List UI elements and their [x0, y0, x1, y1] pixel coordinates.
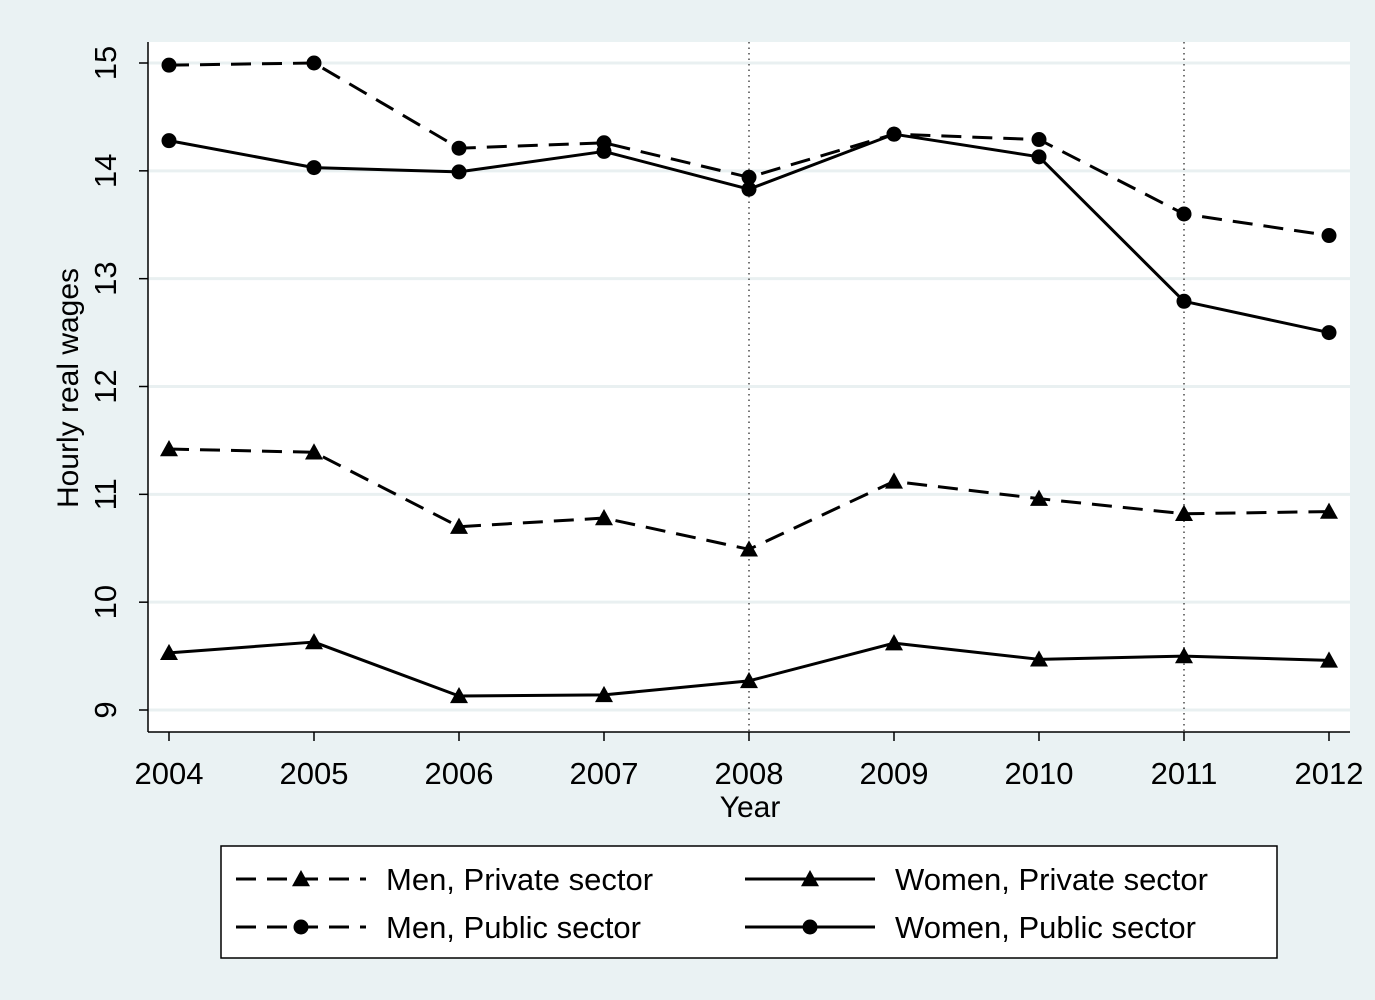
legend: Men, Private sector Women, Private sector… — [220, 845, 1278, 959]
data-point — [885, 472, 903, 489]
data-point — [160, 643, 178, 661]
data-point — [740, 671, 758, 689]
data-point — [1031, 132, 1047, 148]
data-point — [161, 57, 177, 73]
data-point — [1176, 206, 1192, 222]
data-point — [595, 509, 613, 526]
series-0 — [160, 440, 1338, 557]
data-point — [741, 181, 757, 197]
legend-item: Women, Private sector — [745, 862, 1208, 897]
data-point — [1030, 650, 1048, 667]
legend-label: Women, Private sector — [895, 862, 1208, 897]
y-tick-label: 14 — [88, 154, 123, 188]
y-tick-label: 11 — [88, 478, 123, 510]
data-point — [1321, 228, 1337, 244]
y-tick-label: 12 — [88, 369, 123, 403]
data-point — [886, 126, 902, 142]
x-tick-label: 2010 — [1005, 756, 1074, 791]
data-point — [305, 443, 323, 460]
data-point — [306, 55, 322, 71]
data-point — [161, 133, 177, 149]
x-tick-label: 2005 — [280, 756, 349, 791]
data-point — [740, 540, 758, 557]
data-point — [596, 143, 612, 159]
legend-item: Men, Public sector — [236, 910, 641, 945]
x-tick-label: 2008 — [715, 756, 784, 791]
data-point — [885, 634, 903, 651]
data-point — [1030, 489, 1048, 506]
x-tick-label: 2004 — [135, 756, 204, 791]
y-tick-label: 15 — [88, 46, 123, 80]
legend-label: Men, Private sector — [386, 862, 653, 897]
data-point — [1031, 149, 1047, 165]
data-point — [451, 164, 467, 180]
data-point — [1320, 502, 1338, 519]
legend-marker — [801, 870, 819, 887]
data-point — [160, 440, 178, 457]
x-tick-label: 2012 — [1295, 756, 1364, 791]
x-tick-label: 2011 — [1151, 756, 1218, 791]
x-tick-label: 2007 — [570, 756, 639, 791]
y-tick-label: 9 — [88, 701, 123, 718]
y-tick-label: 13 — [88, 261, 123, 295]
y-axis-title: Hourly real wages — [52, 268, 85, 508]
data-point — [1176, 293, 1192, 309]
data-point — [741, 169, 757, 185]
series-3 — [161, 126, 1337, 341]
series-1 — [160, 633, 1338, 704]
legend-marker — [292, 870, 310, 887]
legend-item: Women, Public sector — [745, 910, 1196, 945]
legend-marker — [293, 919, 309, 935]
data-point — [1321, 325, 1337, 341]
x-tick-label: 2006 — [425, 756, 494, 791]
axes: 9 10 11 12 13 14 15 2004 2005 2006 2007 2008 2009 201… — [88, 42, 1363, 791]
series-group — [160, 55, 1338, 704]
legend-item: Men, Private sector — [236, 862, 653, 897]
data-point — [595, 685, 613, 703]
legend-marker — [802, 919, 818, 935]
data-point — [451, 140, 467, 156]
data-point — [306, 160, 322, 176]
data-point — [1175, 504, 1193, 521]
x-tick-label: 2009 — [860, 756, 929, 791]
y-tick-label: 10 — [88, 585, 123, 619]
x-axis-title: Year — [720, 791, 781, 824]
data-point — [1320, 651, 1338, 668]
data-point — [305, 633, 323, 650]
legend-box — [220, 845, 1278, 959]
data-point — [1175, 647, 1193, 664]
data-point — [450, 686, 468, 704]
legend-label: Men, Public sector — [386, 910, 641, 945]
data-point — [450, 517, 468, 534]
legend-label: Women, Public sector — [895, 910, 1196, 945]
